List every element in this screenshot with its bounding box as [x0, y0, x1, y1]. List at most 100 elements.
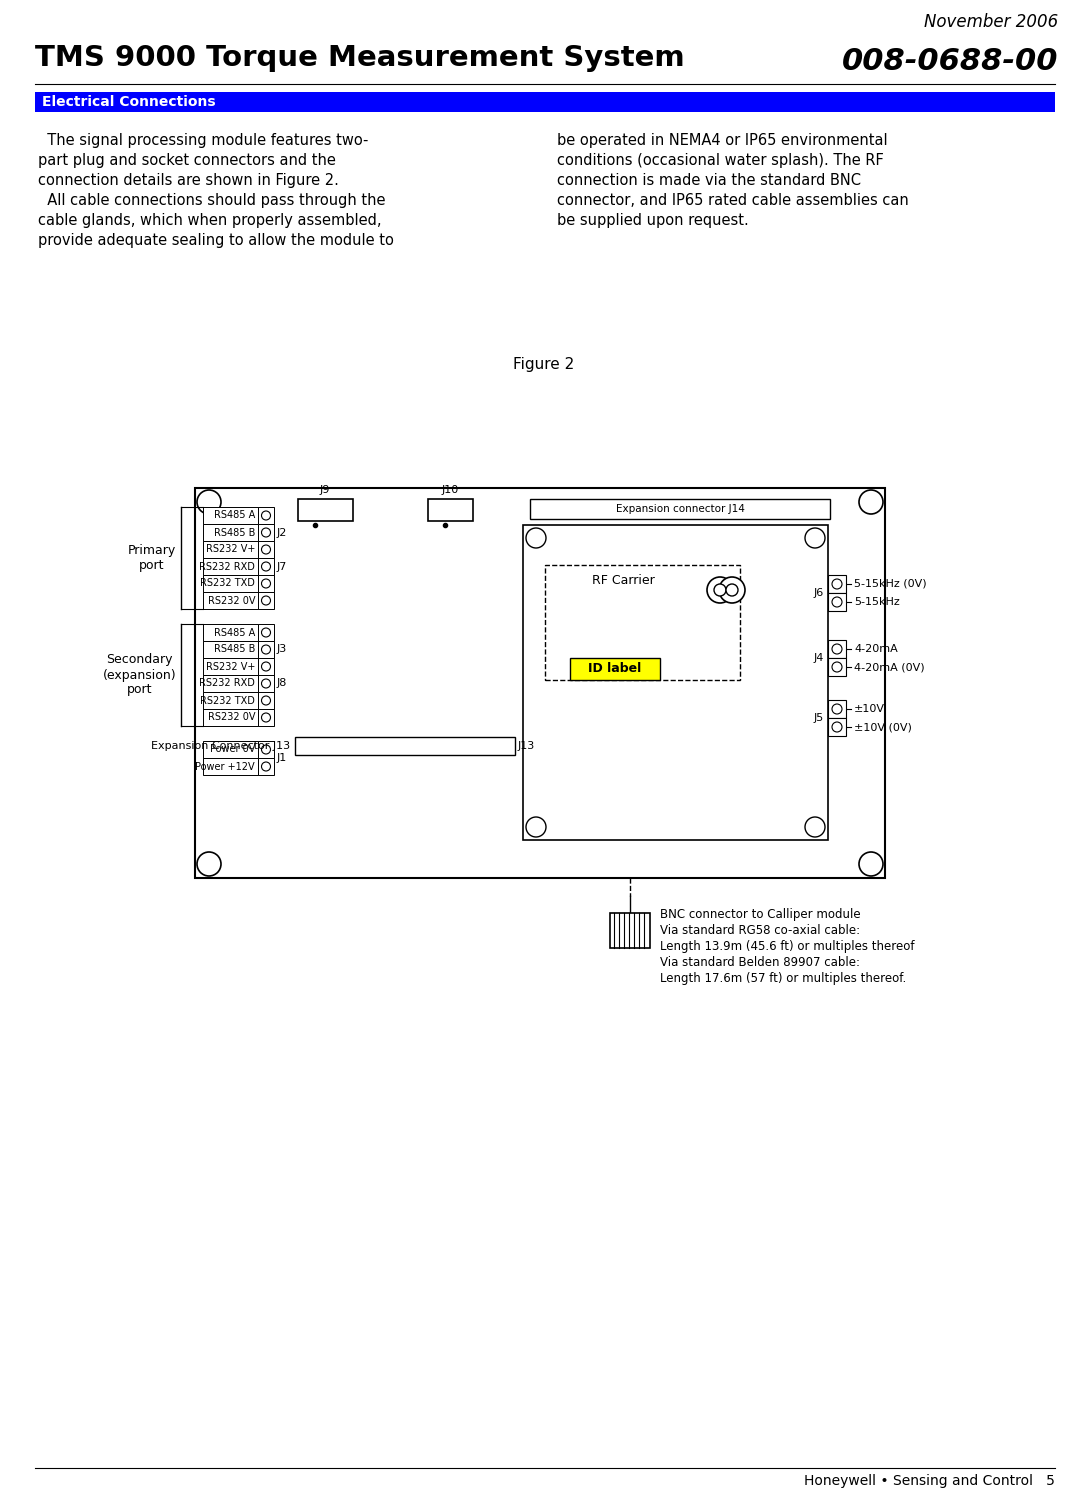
Bar [203, 675, 258, 691]
Bar [203, 709, 258, 726]
Bar [258, 640, 274, 658]
Text: J4: J4 [813, 652, 824, 663]
Bar [544, 564, 741, 679]
Text: Via standard Belden 89907 cable:: Via standard Belden 89907 cable: [660, 956, 860, 969]
Text: cable glands, which when properly assembled,: cable glands, which when properly assemb… [38, 213, 381, 228]
Text: RS485 A: RS485 A [213, 511, 255, 521]
Text: J6: J6 [813, 588, 824, 599]
Bar [828, 640, 846, 658]
Text: connector, and IP65 rated cable assemblies can: connector, and IP65 rated cable assembli… [556, 193, 908, 208]
Circle shape [261, 679, 270, 688]
Text: TMS 9000 Torque Measurement System: TMS 9000 Torque Measurement System [35, 43, 685, 72]
Circle shape [805, 529, 825, 548]
Text: connection details are shown in Figure 2.: connection details are shown in Figure 2… [38, 173, 339, 188]
Text: J5: J5 [813, 714, 824, 723]
Text: Honeywell • Sensing and Control   5: Honeywell • Sensing and Control 5 [804, 1474, 1055, 1489]
Bar [203, 658, 258, 675]
Text: RS232 RXD: RS232 RXD [199, 561, 255, 572]
Text: RS232 TXD: RS232 TXD [200, 696, 255, 706]
Text: Via standard RG58 co-axial cable:: Via standard RG58 co-axial cable: [660, 924, 860, 938]
Text: RS232 V+: RS232 V+ [206, 545, 255, 554]
Bar [258, 658, 274, 675]
Text: Length 13.9m (45.6 ft) or multiples thereof: Length 13.9m (45.6 ft) or multiples ther… [660, 941, 915, 953]
Bar [203, 624, 258, 640]
Text: RS232 TXD: RS232 TXD [200, 578, 255, 588]
Text: conditions (occasional water splash). The RF: conditions (occasional water splash). Th… [556, 152, 884, 169]
Bar [258, 540, 274, 558]
Circle shape [832, 705, 842, 714]
Bar [258, 758, 274, 775]
Circle shape [714, 584, 726, 596]
Text: Power +12V: Power +12V [195, 761, 255, 772]
Bar [258, 558, 274, 575]
Text: RS232 0V: RS232 0V [208, 712, 255, 723]
Text: Expansion Connector J13: Expansion Connector J13 [151, 741, 290, 751]
Text: Secondary
(expansion)
port: Secondary (expansion) port [102, 654, 176, 697]
Text: provide adequate sealing to allow the module to: provide adequate sealing to allow the mo… [38, 233, 394, 248]
Circle shape [805, 817, 825, 838]
Text: 5-15kHz: 5-15kHz [854, 597, 900, 608]
Bar [570, 658, 660, 679]
Bar [258, 593, 274, 609]
Circle shape [261, 561, 270, 570]
Text: connection is made via the standard BNC: connection is made via the standard BNC [556, 173, 861, 188]
Circle shape [261, 745, 270, 754]
Circle shape [261, 696, 270, 705]
Circle shape [832, 597, 842, 608]
Text: November 2006: November 2006 [923, 13, 1059, 31]
Bar [203, 524, 258, 540]
Text: RS485 B: RS485 B [213, 527, 255, 537]
Circle shape [261, 596, 270, 605]
Text: BNC connector to Calliper module: BNC connector to Calliper module [660, 908, 860, 921]
Text: 4-20mA: 4-20mA [854, 643, 897, 654]
Text: ±10V (0V): ±10V (0V) [854, 723, 911, 732]
Text: J9: J9 [320, 485, 330, 496]
Bar [258, 741, 274, 758]
Circle shape [832, 579, 842, 590]
Bar [828, 575, 846, 593]
Text: J10: J10 [441, 485, 458, 496]
Circle shape [261, 545, 270, 554]
Bar [523, 526, 828, 841]
Text: J13: J13 [518, 741, 536, 751]
Bar [203, 558, 258, 575]
Bar [258, 575, 274, 593]
Bar [203, 593, 258, 609]
Bar [258, 675, 274, 691]
Text: ±10V: ±10V [854, 705, 885, 714]
Bar [297, 499, 353, 521]
Text: Power 0V: Power 0V [209, 745, 255, 754]
Circle shape [261, 714, 270, 723]
Circle shape [859, 853, 883, 876]
Text: RS485 B: RS485 B [213, 645, 255, 654]
Bar [203, 640, 258, 658]
Bar [195, 488, 885, 878]
Circle shape [526, 817, 546, 838]
Text: J3: J3 [277, 645, 287, 654]
Bar [428, 499, 473, 521]
Circle shape [197, 853, 221, 876]
Text: RS232 RXD: RS232 RXD [199, 678, 255, 688]
Bar [828, 593, 846, 611]
Bar [258, 624, 274, 640]
Circle shape [832, 661, 842, 672]
Text: 4-20mA (0V): 4-20mA (0V) [854, 661, 925, 672]
Bar [203, 691, 258, 709]
Text: J8: J8 [277, 678, 287, 688]
Text: J7: J7 [277, 561, 287, 572]
Bar [258, 508, 274, 524]
Circle shape [197, 490, 221, 514]
Bar [295, 738, 515, 755]
Bar [203, 741, 258, 758]
Circle shape [832, 643, 842, 654]
Bar [203, 540, 258, 558]
Circle shape [261, 661, 270, 670]
Circle shape [261, 645, 270, 654]
Circle shape [261, 761, 270, 770]
Text: RF Carrier: RF Carrier [591, 575, 654, 588]
Circle shape [261, 529, 270, 537]
Text: Expansion connector J14: Expansion connector J14 [615, 505, 745, 514]
Text: RS485 A: RS485 A [213, 627, 255, 638]
Bar [258, 524, 274, 540]
Circle shape [859, 490, 883, 514]
